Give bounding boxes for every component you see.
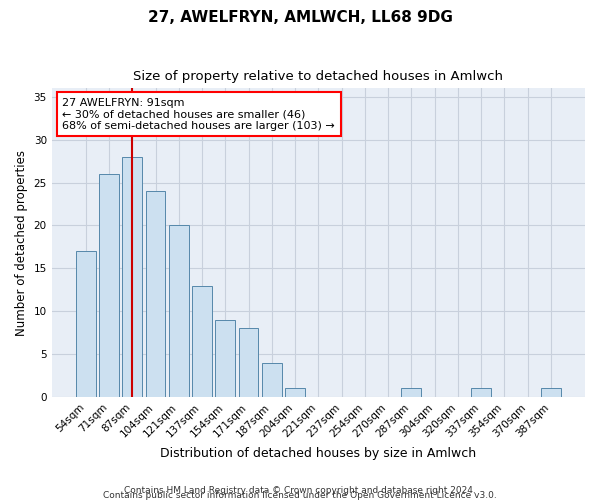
Bar xyxy=(239,328,259,397)
Bar xyxy=(262,362,282,397)
Text: Contains HM Land Registry data © Crown copyright and database right 2024.: Contains HM Land Registry data © Crown c… xyxy=(124,486,476,495)
Bar xyxy=(192,286,212,397)
X-axis label: Distribution of detached houses by size in Amlwch: Distribution of detached houses by size … xyxy=(160,447,476,460)
Title: Size of property relative to detached houses in Amlwch: Size of property relative to detached ho… xyxy=(133,70,503,83)
Text: 27, AWELFRYN, AMLWCH, LL68 9DG: 27, AWELFRYN, AMLWCH, LL68 9DG xyxy=(148,10,452,25)
Bar xyxy=(401,388,421,397)
Bar xyxy=(169,226,188,397)
Bar xyxy=(146,191,166,397)
Bar xyxy=(99,174,119,397)
Text: Contains public sector information licensed under the Open Government Licence v3: Contains public sector information licen… xyxy=(103,491,497,500)
Bar xyxy=(285,388,305,397)
Bar xyxy=(215,320,235,397)
Y-axis label: Number of detached properties: Number of detached properties xyxy=(15,150,28,336)
Bar xyxy=(76,251,95,397)
Bar xyxy=(471,388,491,397)
Text: 27 AWELFRYN: 91sqm
← 30% of detached houses are smaller (46)
68% of semi-detache: 27 AWELFRYN: 91sqm ← 30% of detached hou… xyxy=(62,98,335,131)
Bar xyxy=(122,157,142,397)
Bar xyxy=(541,388,561,397)
